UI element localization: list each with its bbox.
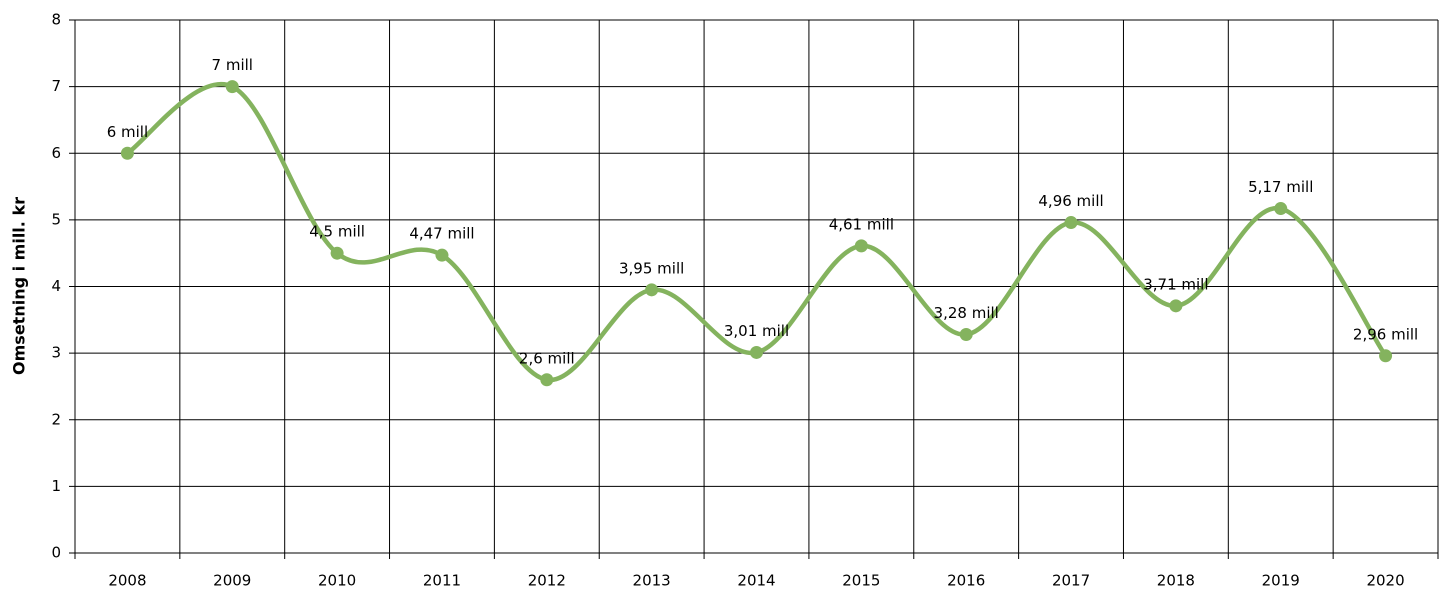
y-tick-label: 4 <box>51 277 61 295</box>
y-tick-label: 2 <box>51 410 61 428</box>
point <box>1274 202 1288 216</box>
point <box>959 327 973 341</box>
point <box>750 345 763 359</box>
point <box>225 80 239 94</box>
data-label: 5,17 mill <box>1248 178 1313 196</box>
point <box>120 146 134 160</box>
data-label: 3,01 mill <box>724 322 789 340</box>
data-label: 3,95 mill <box>619 259 684 277</box>
y-axis-label: Omsetning i mill. kr <box>10 197 29 375</box>
data-label: 6 mill <box>107 123 148 141</box>
y-tick-label: 3 <box>51 344 61 362</box>
x-tick-label: 2012 <box>528 572 566 590</box>
data-label: 4,5 mill <box>309 223 365 241</box>
data-label: 2,6 mill <box>519 349 575 367</box>
data-label: 3,71 mill <box>1143 275 1208 293</box>
x-tick-label: 2020 <box>1366 572 1404 590</box>
point <box>1169 299 1183 313</box>
y-tick-label: 1 <box>51 477 61 495</box>
y-tick-label: 6 <box>51 144 61 162</box>
x-tick-label: 2011 <box>423 572 461 590</box>
data-label: 4,61 mill <box>829 215 894 233</box>
x-tick-label: 2018 <box>1157 572 1195 590</box>
x-tick-label: 2009 <box>213 572 251 590</box>
point <box>645 283 659 297</box>
point <box>435 248 449 262</box>
point <box>330 246 344 260</box>
point <box>540 373 554 387</box>
data-label: 2,96 mill <box>1353 325 1418 343</box>
data-label: 7 mill <box>212 56 253 74</box>
x-tick-label: 2016 <box>947 572 985 590</box>
y-tick-label: 5 <box>51 210 61 228</box>
y-tick-label: 8 <box>51 11 61 29</box>
x-tick-label: 2013 <box>633 572 671 590</box>
x-tick-label: 2017 <box>1052 572 1090 590</box>
x-tick-label: 2014 <box>737 572 775 590</box>
data-label: 4,96 mill <box>1038 192 1103 210</box>
y-tick-label: 7 <box>51 77 61 95</box>
x-tick-label: 2015 <box>842 572 880 590</box>
y-tick-label: 0 <box>51 544 61 562</box>
data-label: 3,28 mill <box>934 304 999 322</box>
point <box>1064 216 1078 230</box>
x-tick-label: 2008 <box>108 572 146 590</box>
x-tick-label: 2010 <box>318 572 356 590</box>
x-tick-label: 2019 <box>1262 572 1300 590</box>
data-label: 4,47 mill <box>409 225 474 243</box>
point <box>854 239 868 253</box>
point <box>1379 349 1393 363</box>
